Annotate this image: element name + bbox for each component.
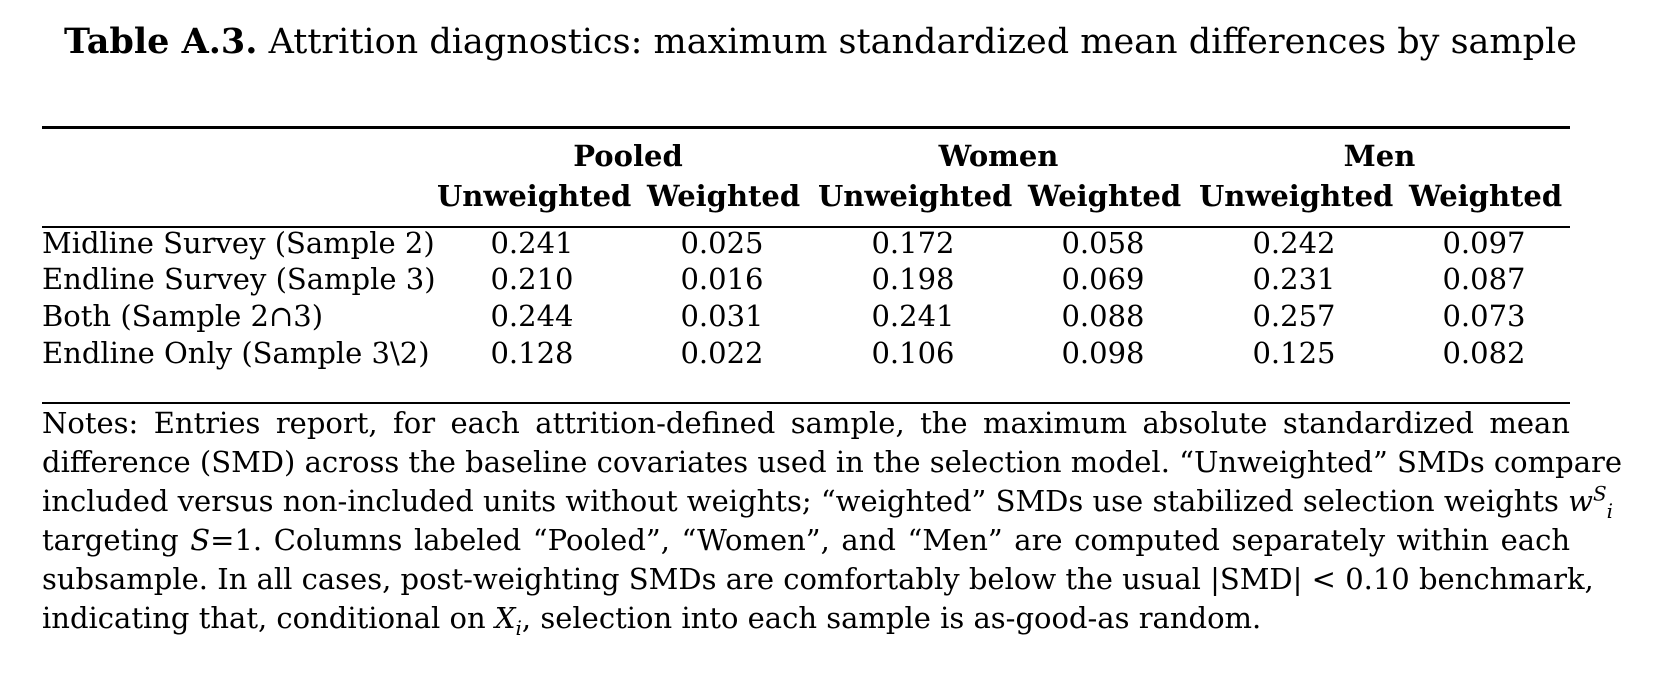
weight-symbol: wSi [1568, 481, 1614, 523]
table-cell: 0.097 [1442, 226, 1526, 260]
notes-line: Notes: Entries report, for each attritio… [42, 406, 1570, 440]
table-cell: 0.016 [680, 262, 764, 296]
notes-line: indicating that, conditional on Xi, sele… [42, 599, 1570, 638]
table-cell: 0.106 [871, 336, 955, 370]
notes-line: included versus non-included units witho… [42, 482, 1613, 521]
notes-line: difference (SMD) across the baseline cov… [42, 445, 1623, 479]
subheader-pooled-unweighted: Unweighted [437, 179, 632, 213]
s-symbol: S [190, 523, 211, 557]
caption-text: Attrition diagnostics: maximum standardi… [268, 22, 1577, 62]
notes-line: subsample. In all cases, post-weighting … [42, 562, 1594, 596]
table-cell: 0.241 [871, 299, 955, 333]
subheader-men-weighted: Weighted [1409, 179, 1563, 213]
header-rule [42, 226, 1570, 228]
table-cell: 0.198 [871, 262, 955, 296]
row-label-endline-only: Endline Only (Sample 3\2) [42, 336, 430, 370]
table-cell: 0.069 [1061, 262, 1145, 296]
table-cell: 0.098 [1061, 336, 1145, 370]
notes-text: indicating that, conditional on [42, 601, 486, 635]
subheader-women-weighted: Weighted [1028, 179, 1182, 213]
notes-text: targeting [42, 523, 179, 557]
table-cell: 0.241 [490, 226, 574, 260]
table-cell: 0.058 [1061, 226, 1145, 260]
subheader-pooled-weighted: Weighted [647, 179, 801, 213]
table-cell: 0.242 [1252, 226, 1336, 260]
table-cell: 0.128 [490, 336, 574, 370]
table-cell: 0.031 [680, 299, 764, 333]
subheader-men-unweighted: Unweighted [1199, 179, 1394, 213]
table-cell: 0.257 [1252, 299, 1336, 333]
table-cell: 0.172 [871, 226, 955, 260]
group-header-men: Men [1343, 139, 1416, 173]
top-rule [42, 126, 1570, 129]
table-cell: 0.088 [1061, 299, 1145, 333]
notes-text: , selection into each sample is as-good-… [521, 601, 1262, 635]
weight-superscript: S [1592, 481, 1607, 506]
group-header-pooled: Pooled [573, 139, 683, 173]
bottom-rule [42, 402, 1570, 404]
table-cell: 0.244 [490, 299, 574, 333]
x-symbol: Xi [494, 601, 522, 640]
table-caption: Table A.3. Attrition diagnostics: maximu… [64, 18, 1577, 66]
table-cell: 0.082 [1442, 336, 1526, 370]
weight-subscript: i [1606, 498, 1614, 523]
notes-line: targeting S=1. Columns labeled “Pooled”,… [42, 521, 1570, 560]
row-label-endline: Endline Survey (Sample 3) [42, 262, 436, 296]
table-cell: 0.025 [680, 226, 764, 260]
table-cell: 0.022 [680, 336, 764, 370]
table-cell: 0.210 [490, 262, 574, 296]
table-cell: 0.231 [1252, 262, 1336, 296]
table-notes: Notes: Entries report, for each attritio… [42, 404, 1623, 638]
table-cell: 0.125 [1252, 336, 1336, 370]
caption-label: Table A.3. [64, 21, 258, 62]
row-label-midline: Midline Survey (Sample 2) [42, 226, 435, 260]
x-subscript: i [515, 615, 522, 640]
table-cell: 0.073 [1442, 299, 1526, 333]
notes-text: =1. Columns labeled “Pooled”, “Women”, a… [210, 523, 1570, 557]
notes-text: included versus non-included units witho… [42, 484, 1559, 518]
group-header-women: Women [938, 139, 1059, 173]
row-label-both: Both (Sample 2∩3) [42, 299, 324, 333]
subheader-women-unweighted: Unweighted [818, 179, 1013, 213]
table-cell: 0.087 [1442, 262, 1526, 296]
